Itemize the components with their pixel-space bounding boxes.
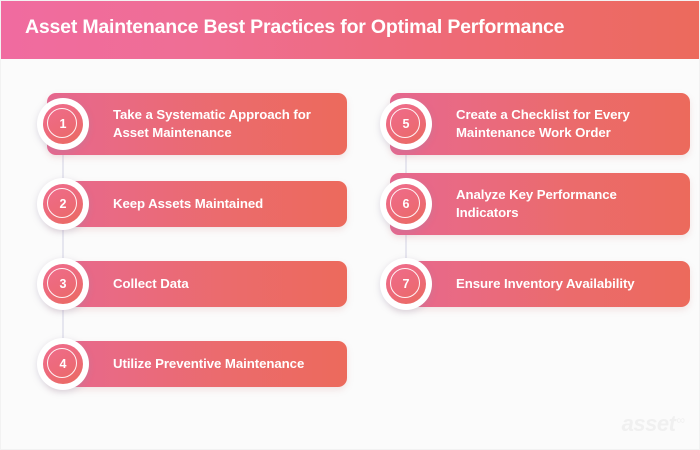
step-label: Analyze Key Performance Indicators — [456, 187, 617, 220]
step-number-badge[interactable]: 2 — [37, 178, 89, 230]
badge-ring — [390, 188, 420, 218]
step-number-badge[interactable]: 1 — [37, 98, 89, 150]
step-card[interactable]: Keep Assets Maintained — [47, 181, 347, 227]
step-card[interactable]: Utilize Preventive Maintenance — [47, 341, 347, 387]
step-label: Take a Systematic Approach for Asset Mai… — [113, 107, 311, 140]
badge-fill: 3 — [43, 264, 83, 304]
badge-fill: 6 — [386, 184, 426, 224]
badge-fill: 4 — [43, 344, 83, 384]
step-connector-line — [405, 139, 407, 181]
step-item[interactable]: Ensure Inventory Availability 7 — [360, 249, 690, 329]
step-card[interactable]: Take a Systematic Approach for Asset Mai… — [47, 93, 347, 155]
step-label: Utilize Preventive Maintenance — [113, 356, 305, 371]
badge-number: 5 — [402, 116, 410, 131]
step-item[interactable]: Keep Assets Maintained 2 — [17, 169, 347, 261]
step-item[interactable]: Collect Data 3 — [17, 249, 347, 341]
left-column: Take a Systematic Approach for Asset Mai… — [17, 89, 347, 409]
badge-number: 2 — [59, 196, 67, 211]
step-connector-line — [62, 219, 64, 261]
badge-fill: 2 — [43, 184, 83, 224]
badge-number: 3 — [59, 276, 67, 291]
badge-fill: 7 — [386, 264, 426, 304]
badge-number: 1 — [59, 116, 67, 131]
step-number-badge[interactable]: 3 — [37, 258, 89, 310]
badge-ring — [47, 108, 77, 138]
step-label: Keep Assets Maintained — [113, 196, 264, 211]
step-number-badge[interactable]: 6 — [380, 178, 432, 230]
step-connector-line — [62, 299, 64, 341]
infinity-icon: ∞ — [676, 413, 685, 427]
badge-fill: 5 — [386, 104, 426, 144]
asset-logo: asset ∞ — [622, 413, 685, 435]
step-card[interactable]: Create a Checklist for Every Maintenance… — [390, 93, 690, 155]
badge-ring — [390, 108, 420, 138]
step-item[interactable]: Create a Checklist for Every Maintenance… — [360, 89, 690, 181]
badge-number: 6 — [402, 196, 410, 211]
header-banner: Asset Maintenance Best Practices for Opt… — [1, 1, 699, 59]
step-item[interactable]: Take a Systematic Approach for Asset Mai… — [17, 89, 347, 181]
badge-ring — [47, 188, 77, 218]
step-connector-line — [405, 219, 407, 261]
step-label: Create a Checklist for Every Maintenance… — [456, 107, 630, 140]
badge-ring — [47, 348, 77, 378]
step-item[interactable]: Utilize Preventive Maintenance 4 — [17, 329, 347, 409]
step-label: Ensure Inventory Availability — [456, 276, 635, 291]
page-title: Asset Maintenance Best Practices for Opt… — [25, 16, 565, 38]
badge-number: 4 — [59, 356, 67, 371]
step-card[interactable]: Ensure Inventory Availability — [390, 261, 690, 307]
logo-wordmark: asset — [621, 411, 676, 436]
badge-number: 7 — [402, 276, 410, 291]
step-card[interactable]: Analyze Key Performance Indicators — [390, 173, 690, 235]
step-connector-line — [62, 139, 64, 181]
step-number-badge[interactable]: 4 — [37, 338, 89, 390]
step-card[interactable]: Collect Data — [47, 261, 347, 307]
step-number-badge[interactable]: 7 — [380, 258, 432, 310]
right-column: Create a Checklist for Every Maintenance… — [360, 89, 690, 329]
step-number-badge[interactable]: 5 — [380, 98, 432, 150]
step-label: Collect Data — [113, 276, 189, 291]
step-item[interactable]: Analyze Key Performance Indicators 6 — [360, 169, 690, 261]
badge-fill: 1 — [43, 104, 83, 144]
badge-ring — [390, 268, 420, 298]
badge-ring — [47, 268, 77, 298]
